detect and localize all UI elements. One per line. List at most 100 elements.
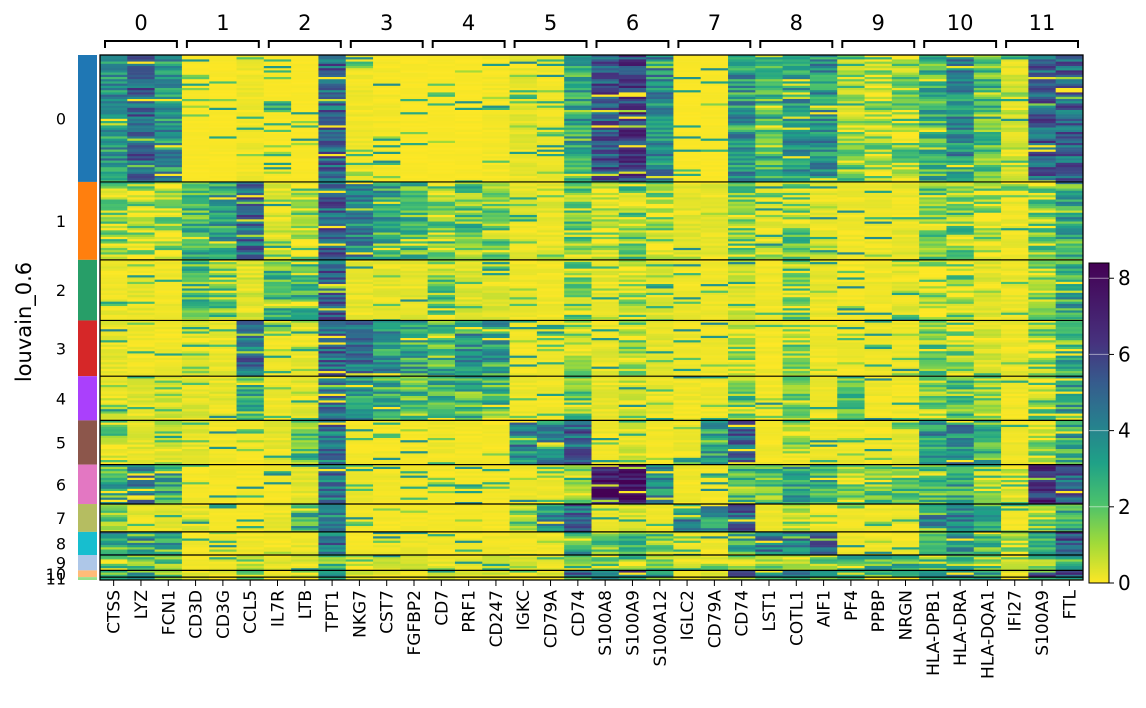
heatmap-cell	[154, 149, 183, 153]
heatmap-cell	[181, 223, 210, 227]
heatmap-cell	[809, 308, 838, 311]
heatmap-cell	[100, 275, 128, 278]
heatmap-cell	[209, 79, 237, 82]
heatmap-cell	[536, 301, 565, 305]
heatmap-cell	[400, 160, 429, 164]
heatmap-cell	[809, 88, 838, 91]
heatmap-cell	[154, 125, 183, 128]
heatmap-cell	[536, 81, 565, 84]
heatmap-cell	[1001, 132, 1029, 135]
heatmap-cell	[100, 230, 128, 233]
heatmap-cell	[536, 63, 565, 67]
heatmap-cell	[973, 118, 1002, 122]
heatmap-cell	[973, 57, 1002, 60]
heatmap-cell	[100, 72, 128, 76]
heatmap-cell	[482, 268, 510, 272]
heatmap-cell	[154, 151, 183, 155]
heatmap-cell	[236, 331, 265, 334]
heatmap-cell	[646, 77, 674, 80]
heatmap-cell	[755, 197, 784, 200]
heatmap-cell	[755, 241, 784, 244]
heatmap-cell	[127, 241, 156, 244]
heatmap-cell	[919, 167, 947, 170]
heatmap-cell	[728, 252, 756, 255]
heatmap-cell	[209, 184, 237, 187]
heatmap-cell	[400, 217, 429, 220]
heatmap-cell	[973, 178, 1002, 181]
heatmap-cell	[891, 116, 920, 120]
heatmap-cell	[700, 355, 729, 359]
heatmap-cell	[755, 317, 784, 320]
heatmap-cell	[591, 234, 620, 238]
heatmap-cell	[591, 199, 620, 203]
heatmap-cell	[700, 346, 729, 350]
heatmap-cell	[291, 360, 319, 363]
heatmap-cell	[646, 373, 674, 376]
heatmap-cell	[100, 225, 128, 229]
heatmap-cell	[536, 247, 565, 251]
heatmap-cell	[427, 121, 456, 124]
heatmap-cell	[291, 250, 319, 253]
heatmap-cell	[618, 344, 647, 348]
heatmap-cell	[646, 203, 674, 207]
heatmap-cell	[263, 70, 292, 73]
heatmap-cell	[1028, 129, 1057, 133]
heatmap-cell	[127, 254, 156, 258]
heatmap-cell	[700, 252, 729, 255]
heatmap-cell	[127, 353, 156, 356]
heatmap-cell	[536, 234, 565, 238]
heatmap-cell	[536, 96, 565, 100]
heatmap-cell	[345, 212, 374, 216]
heatmap-cell	[646, 351, 674, 354]
heatmap-cell	[482, 173, 510, 177]
heatmap-cell	[482, 61, 510, 65]
heatmap-cell	[127, 125, 156, 128]
heatmap-cell	[454, 147, 483, 150]
heatmap-cell	[100, 173, 128, 177]
heatmap-cell	[1001, 288, 1029, 291]
heatmap-cell	[1001, 83, 1029, 87]
heatmap-cell	[318, 214, 347, 218]
heatmap-cell	[373, 360, 401, 363]
heatmap-cell	[400, 96, 429, 100]
heatmap-cell	[618, 322, 647, 326]
heatmap-cell	[181, 171, 210, 175]
heatmap-cell	[482, 234, 510, 238]
heatmap-cell	[809, 241, 838, 244]
heatmap-cell	[345, 180, 374, 183]
heatmap-cell	[127, 312, 156, 316]
heatmap-cell	[646, 123, 674, 126]
heatmap-cell	[591, 184, 620, 187]
heatmap-cell	[564, 273, 592, 276]
heatmap-cell	[209, 243, 237, 247]
heatmap-cell	[919, 85, 947, 89]
heatmap-cell	[618, 286, 647, 289]
heatmap-cell	[209, 74, 237, 78]
heatmap-cell	[673, 232, 702, 236]
heatmap-cell	[509, 149, 538, 153]
heatmap-cell	[427, 259, 456, 263]
heatmap-cell	[700, 138, 729, 142]
heatmap-cell	[291, 192, 319, 196]
heatmap-cell	[591, 266, 620, 269]
heatmap-cell	[482, 158, 510, 161]
heatmap-cell	[728, 90, 756, 93]
heatmap-cell	[291, 214, 319, 218]
heatmap-cell	[1028, 83, 1057, 87]
heatmap-cell	[482, 81, 510, 84]
heatmap-cell	[100, 286, 128, 289]
heatmap-cell	[209, 154, 237, 157]
heatmap-cell	[809, 290, 838, 294]
heatmap-cell	[728, 273, 756, 276]
heatmap-cell	[646, 279, 674, 283]
heatmap-cell	[1001, 192, 1029, 196]
heatmap-cell	[127, 217, 156, 220]
heatmap-cell	[973, 140, 1002, 144]
heatmap-cell	[728, 199, 756, 203]
heatmap-cell	[919, 221, 947, 225]
heatmap-cell	[291, 180, 319, 183]
heatmap-cell	[536, 160, 565, 164]
heatmap-cell	[373, 162, 401, 166]
heatmap-cell	[154, 81, 183, 84]
heatmap-cell	[127, 286, 156, 289]
